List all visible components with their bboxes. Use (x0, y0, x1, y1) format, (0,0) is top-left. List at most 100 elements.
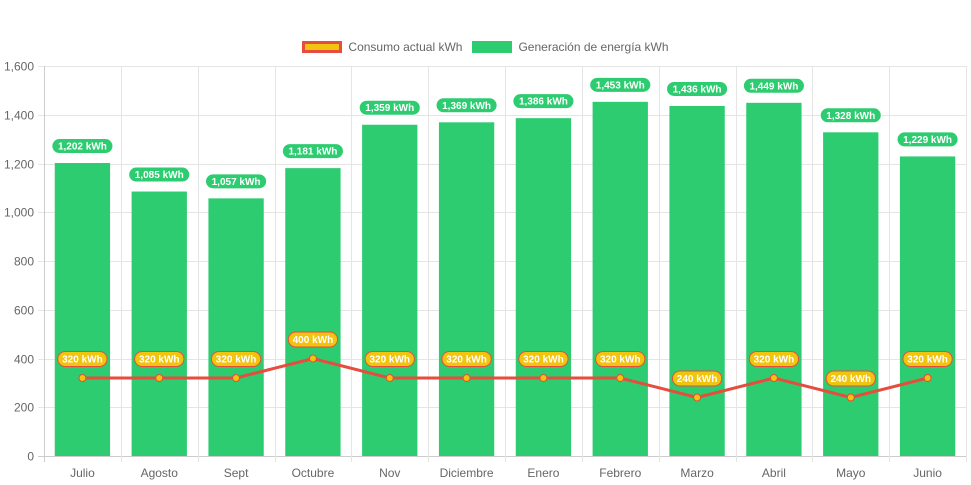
line-data-label-bg (210, 351, 262, 367)
bar-series (54, 101, 956, 457)
line-data-label: 320 kWh (754, 355, 795, 366)
x-tick-label: Abril (762, 466, 786, 480)
bar (208, 198, 264, 456)
line-data-label: 240 kWh (830, 374, 871, 385)
line-data-label: 240 kWh (677, 374, 718, 385)
bar-data-label-bg (742, 77, 805, 94)
line-point (846, 393, 855, 402)
bar-data-label: 1,181 kWh (288, 147, 337, 158)
x-tick-label: Febrero (599, 466, 641, 480)
y-tick-label: 600 (14, 304, 34, 318)
line-data-label-bg (134, 351, 185, 367)
bar-data-label: 1,328 kWh (826, 111, 875, 122)
bar-data-label: 1,436 kWh (673, 84, 722, 95)
line-data-label-bg (518, 351, 569, 367)
x-tick-label: Nov (379, 466, 400, 480)
line-data-label: 320 kWh (907, 355, 948, 366)
line-point (155, 374, 164, 382)
consumption-line (82, 356, 928, 400)
line-data-label: 320 kWh (139, 355, 180, 366)
legend-swatch-generacion (472, 41, 513, 53)
y-tick-label: 800 (14, 255, 34, 269)
data-labels: 1,202 kWh 1,085 kWh 1,057 kWh 1,181 kWh 1,35… (51, 76, 959, 387)
y-tick-label: 0 (27, 450, 34, 464)
x-tick-label: Octubre (292, 466, 335, 480)
bar-data-label-bg (281, 143, 344, 160)
bar-data-label: 1,449 kWh (749, 81, 798, 92)
bar-data-label-bg (819, 107, 882, 124)
bar-data-label-bg (358, 99, 421, 116)
line-data-label-bg (595, 351, 646, 367)
line-point (462, 374, 471, 382)
x-tick-label: Julio (70, 466, 95, 480)
bar-data-label-bg (896, 131, 959, 148)
bar-data-label-bg (589, 76, 652, 93)
legend-item-consumo[interactable]: Consumo actual kWh (302, 40, 462, 54)
bar (54, 163, 111, 456)
line-data-label: 400 kWh (293, 335, 334, 346)
line-data-label: 320 kWh (600, 355, 641, 366)
grid-lines (38, 66, 967, 462)
bar (823, 132, 879, 457)
axes: 0 200 400 600 800 1,000 1,200 1,400 1,600 Julio Ag… (4, 60, 942, 481)
line-data-label-bg (287, 331, 339, 348)
line-point (693, 393, 702, 402)
bar-data-label: 1,057 kWh (212, 177, 261, 188)
line-data-label: 320 kWh (216, 355, 257, 366)
bar (899, 156, 956, 456)
x-tick-label: Sept (224, 466, 249, 480)
bar-data-label: 1,369 kWh (442, 101, 491, 112)
y-tick-label: 1,000 (4, 206, 34, 220)
line-data-label-bg (902, 351, 953, 367)
bar-data-label-bg (51, 138, 114, 155)
legend-swatch-consumo (302, 41, 343, 53)
line-data-label: 320 kWh (446, 355, 487, 366)
line-point (78, 374, 87, 382)
line-point (616, 374, 625, 382)
bar-data-label-bg (666, 80, 729, 97)
chart-legend: Consumo actual kWh Generación de energía… (0, 40, 971, 54)
bar-data-label-bg (128, 166, 191, 183)
line-data-label-bg (441, 351, 492, 367)
legend-item-generacion[interactable]: Generación de energía kWh (472, 40, 669, 54)
y-tick-label: 1,200 (4, 158, 34, 172)
line-point (385, 374, 394, 382)
x-tick-label: Agosto (141, 466, 179, 480)
legend-label-consumo: Consumo actual kWh (348, 40, 463, 54)
bar-data-label: 1,453 kWh (596, 80, 645, 91)
line-data-label-bg (57, 351, 108, 367)
line-point (923, 374, 932, 382)
bar (515, 118, 572, 456)
bar-data-label-bg (205, 173, 268, 190)
bar (669, 105, 725, 456)
bar-data-label: 1,359 kWh (365, 103, 414, 114)
bar (131, 191, 187, 456)
bar (362, 124, 418, 457)
line-data-label-bg (364, 351, 415, 367)
x-tick-label: Mayo (836, 466, 866, 480)
bar-data-label: 1,202 kWh (58, 142, 107, 153)
line-point (769, 374, 778, 382)
line-data-label-bg (748, 351, 800, 367)
line-data-label: 320 kWh (369, 355, 410, 366)
bar-data-label-bg (435, 97, 498, 114)
y-tick-label: 1,600 (4, 60, 34, 74)
line-series (78, 354, 932, 402)
bar-data-label: 1,386 kWh (519, 97, 568, 108)
line-data-label-bg (825, 370, 876, 387)
bar (285, 168, 341, 456)
y-tick-label: 200 (14, 401, 34, 415)
x-tick-label: Junio (913, 466, 942, 480)
bar-data-label-bg (512, 93, 575, 110)
line-point (308, 354, 317, 363)
line-data-label: 320 kWh (523, 355, 564, 366)
line-point (232, 374, 241, 382)
line-point (539, 374, 548, 382)
line-data-label: 320 kWh (62, 355, 103, 366)
x-tick-label: Marzo (680, 466, 714, 480)
y-tick-label: 1,400 (4, 109, 34, 123)
line-data-label-bg (671, 370, 723, 387)
bar-data-label: 1,229 kWh (903, 135, 952, 146)
legend-label-generacion: Generación de energía kWh (518, 40, 669, 54)
